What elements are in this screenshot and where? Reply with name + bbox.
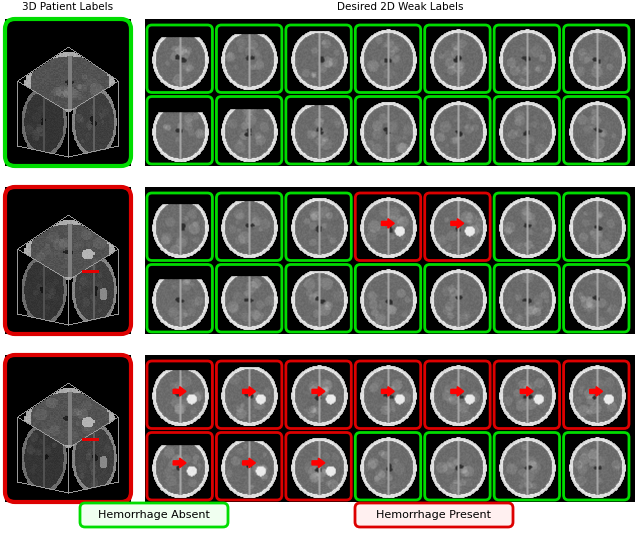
FancyArrow shape [312, 387, 325, 396]
Bar [147, 193, 212, 261]
FancyArrow shape [451, 387, 464, 396]
Bar [216, 264, 282, 332]
FancyArrow shape [381, 219, 394, 228]
Bar [425, 432, 490, 500]
Bar [145, 187, 635, 334]
Bar [286, 432, 351, 500]
FancyArrow shape [173, 387, 186, 396]
Bar [5, 355, 131, 502]
FancyArrow shape [243, 458, 255, 468]
Bar [216, 96, 282, 164]
Bar [494, 193, 559, 261]
Text: Hemorrhage Present: Hemorrhage Present [376, 510, 492, 520]
Bar [147, 96, 212, 164]
Bar [425, 96, 490, 164]
Bar [494, 25, 559, 93]
Bar [286, 361, 351, 429]
Bar [5, 19, 131, 166]
Bar [286, 25, 351, 93]
Bar [286, 193, 351, 261]
Bar [564, 361, 629, 429]
Bar [425, 264, 490, 332]
Bar [145, 355, 635, 502]
Bar [216, 25, 282, 93]
FancyArrow shape [173, 458, 186, 468]
Bar [145, 19, 635, 166]
Bar [564, 193, 629, 261]
Bar [355, 193, 420, 261]
Bar [147, 361, 212, 429]
Text: 3D Patient Labels: 3D Patient Labels [22, 2, 113, 12]
Bar [286, 96, 351, 164]
Bar [355, 432, 420, 500]
FancyArrow shape [451, 219, 464, 228]
FancyArrow shape [520, 387, 533, 396]
Bar [494, 361, 559, 429]
Bar [355, 25, 420, 93]
Text: Desired 2D Weak Labels: Desired 2D Weak Labels [337, 2, 463, 12]
Bar [494, 264, 559, 332]
Bar [494, 96, 559, 164]
Bar [494, 432, 559, 500]
Bar [286, 264, 351, 332]
FancyArrow shape [381, 387, 394, 396]
Text: Hemorrhage Absent: Hemorrhage Absent [98, 510, 210, 520]
Bar [564, 96, 629, 164]
FancyBboxPatch shape [80, 503, 228, 527]
Bar [425, 361, 490, 429]
Bar [5, 187, 131, 334]
Bar [147, 25, 212, 93]
Bar [355, 264, 420, 332]
Bar [216, 361, 282, 429]
Bar [216, 193, 282, 261]
Bar [425, 25, 490, 93]
Bar [216, 432, 282, 500]
FancyArrow shape [589, 387, 603, 396]
Bar [355, 361, 420, 429]
Bar [147, 432, 212, 500]
Bar [564, 432, 629, 500]
Bar [425, 193, 490, 261]
Bar [355, 96, 420, 164]
Bar [564, 264, 629, 332]
FancyBboxPatch shape [355, 503, 513, 527]
Bar [147, 264, 212, 332]
Bar [564, 25, 629, 93]
FancyArrow shape [312, 458, 325, 468]
FancyArrow shape [243, 387, 255, 396]
